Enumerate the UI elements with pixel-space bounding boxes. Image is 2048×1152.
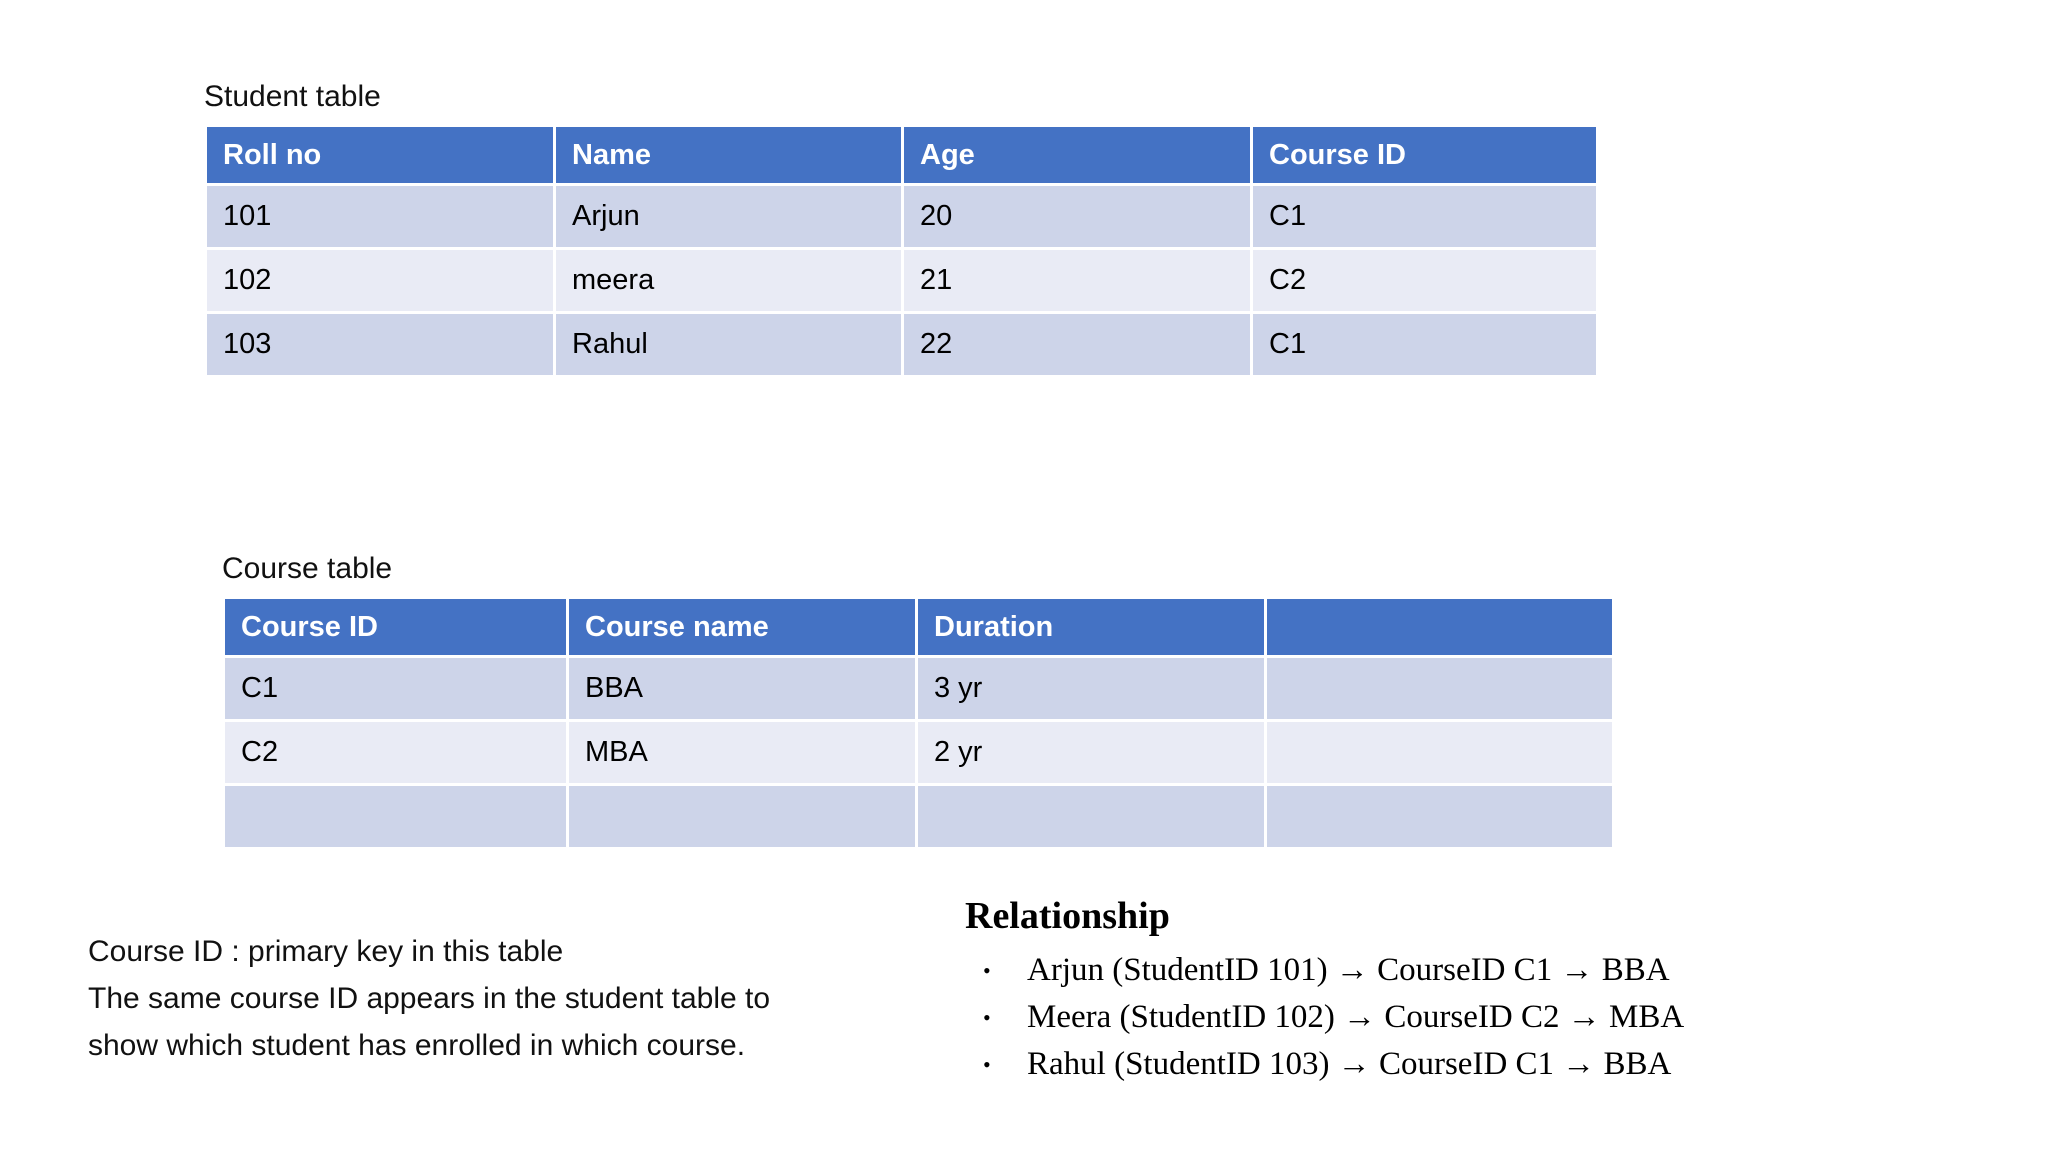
student-header-rollno: Roll no: [204, 124, 556, 186]
student-table-title: Student table: [204, 80, 381, 113]
table-cell: [1264, 783, 1615, 850]
table-row-empty: [222, 783, 1615, 850]
table-cell: meera: [553, 247, 904, 314]
primary-key-note: Course ID : primary key in this table Th…: [88, 928, 828, 1069]
table-cell: 2 yr: [915, 719, 1267, 786]
relationship-list: • Arjun (StudentID 101) → CourseID C1 → …: [965, 947, 1684, 1088]
course-header-empty: [1264, 596, 1615, 658]
course-header-coursename: Course name: [566, 596, 918, 658]
table-row: 102 meera 21 C2: [204, 247, 1599, 314]
bullet-icon: •: [983, 1005, 991, 1030]
student-table-header-row: Roll no Name Age Course ID: [204, 124, 1599, 186]
table-row: 103 Rahul 22 C1: [204, 311, 1599, 378]
table-cell: Arjun: [553, 183, 904, 250]
course-table-header-row: Course ID Course name Duration: [222, 596, 1615, 658]
bullet-icon: •: [983, 958, 991, 983]
relationship-item-text: Arjun (StudentID 101) → CourseID C1 → BB…: [1027, 952, 1670, 988]
relationship-item-text: Rahul (StudentID 103) → CourseID C1 → BB…: [1027, 1046, 1672, 1082]
table-row: 101 Arjun 20 C1: [204, 183, 1599, 250]
course-header-duration: Duration: [915, 596, 1267, 658]
table-cell: 101: [204, 183, 556, 250]
course-table-title: Course table: [222, 552, 393, 585]
course-table-block: Course table Course ID Course name Durat…: [222, 552, 1615, 850]
course-table: Course ID Course name Duration C1 BBA 3 …: [222, 596, 1615, 850]
table-cell: 21: [901, 247, 1253, 314]
table-cell: C2: [1250, 247, 1599, 314]
table-cell: BBA: [566, 655, 918, 722]
table-cell: [1264, 719, 1615, 786]
student-header-name: Name: [553, 124, 904, 186]
table-cell: 3 yr: [915, 655, 1267, 722]
table-cell: 103: [204, 311, 556, 378]
note-line: Course ID : primary key in this table: [88, 935, 564, 968]
table-cell: C2: [222, 719, 569, 786]
relationship-item: • Meera (StudentID 102) → CourseID C2 → …: [965, 994, 1684, 1041]
table-cell: [566, 783, 918, 850]
student-table-block: Student table Roll no Name Age Course ID…: [204, 80, 1599, 378]
table-cell: Rahul: [553, 311, 904, 378]
relationship-item: • Arjun (StudentID 101) → CourseID C1 → …: [965, 947, 1684, 994]
relationship-section: Relationship • Arjun (StudentID 101) → C…: [965, 893, 1684, 1088]
relationship-item-text: Meera (StudentID 102) → CourseID C2 → MB…: [1027, 999, 1685, 1035]
note-line: The same course ID appears in the studen…: [88, 982, 771, 1062]
table-cell: C1: [1250, 183, 1599, 250]
table-cell: [915, 783, 1267, 850]
table-cell: 102: [204, 247, 556, 314]
relationship-item: • Rahul (StudentID 103) → CourseID C1 → …: [965, 1041, 1684, 1088]
table-row: C2 MBA 2 yr: [222, 719, 1615, 786]
table-cell: C1: [1250, 311, 1599, 378]
student-header-courseid: Course ID: [1250, 124, 1599, 186]
relationship-title: Relationship: [965, 895, 1170, 937]
table-row: C1 BBA 3 yr: [222, 655, 1615, 722]
table-cell: C1: [222, 655, 569, 722]
course-header-courseid: Course ID: [222, 596, 569, 658]
table-cell: MBA: [566, 719, 918, 786]
table-cell: 22: [901, 311, 1253, 378]
bullet-icon: •: [983, 1052, 991, 1077]
table-cell: [222, 783, 569, 850]
student-header-age: Age: [901, 124, 1253, 186]
table-cell: [1264, 655, 1615, 722]
table-cell: 20: [901, 183, 1253, 250]
student-table: Roll no Name Age Course ID 101 Arjun 20 …: [204, 124, 1599, 378]
